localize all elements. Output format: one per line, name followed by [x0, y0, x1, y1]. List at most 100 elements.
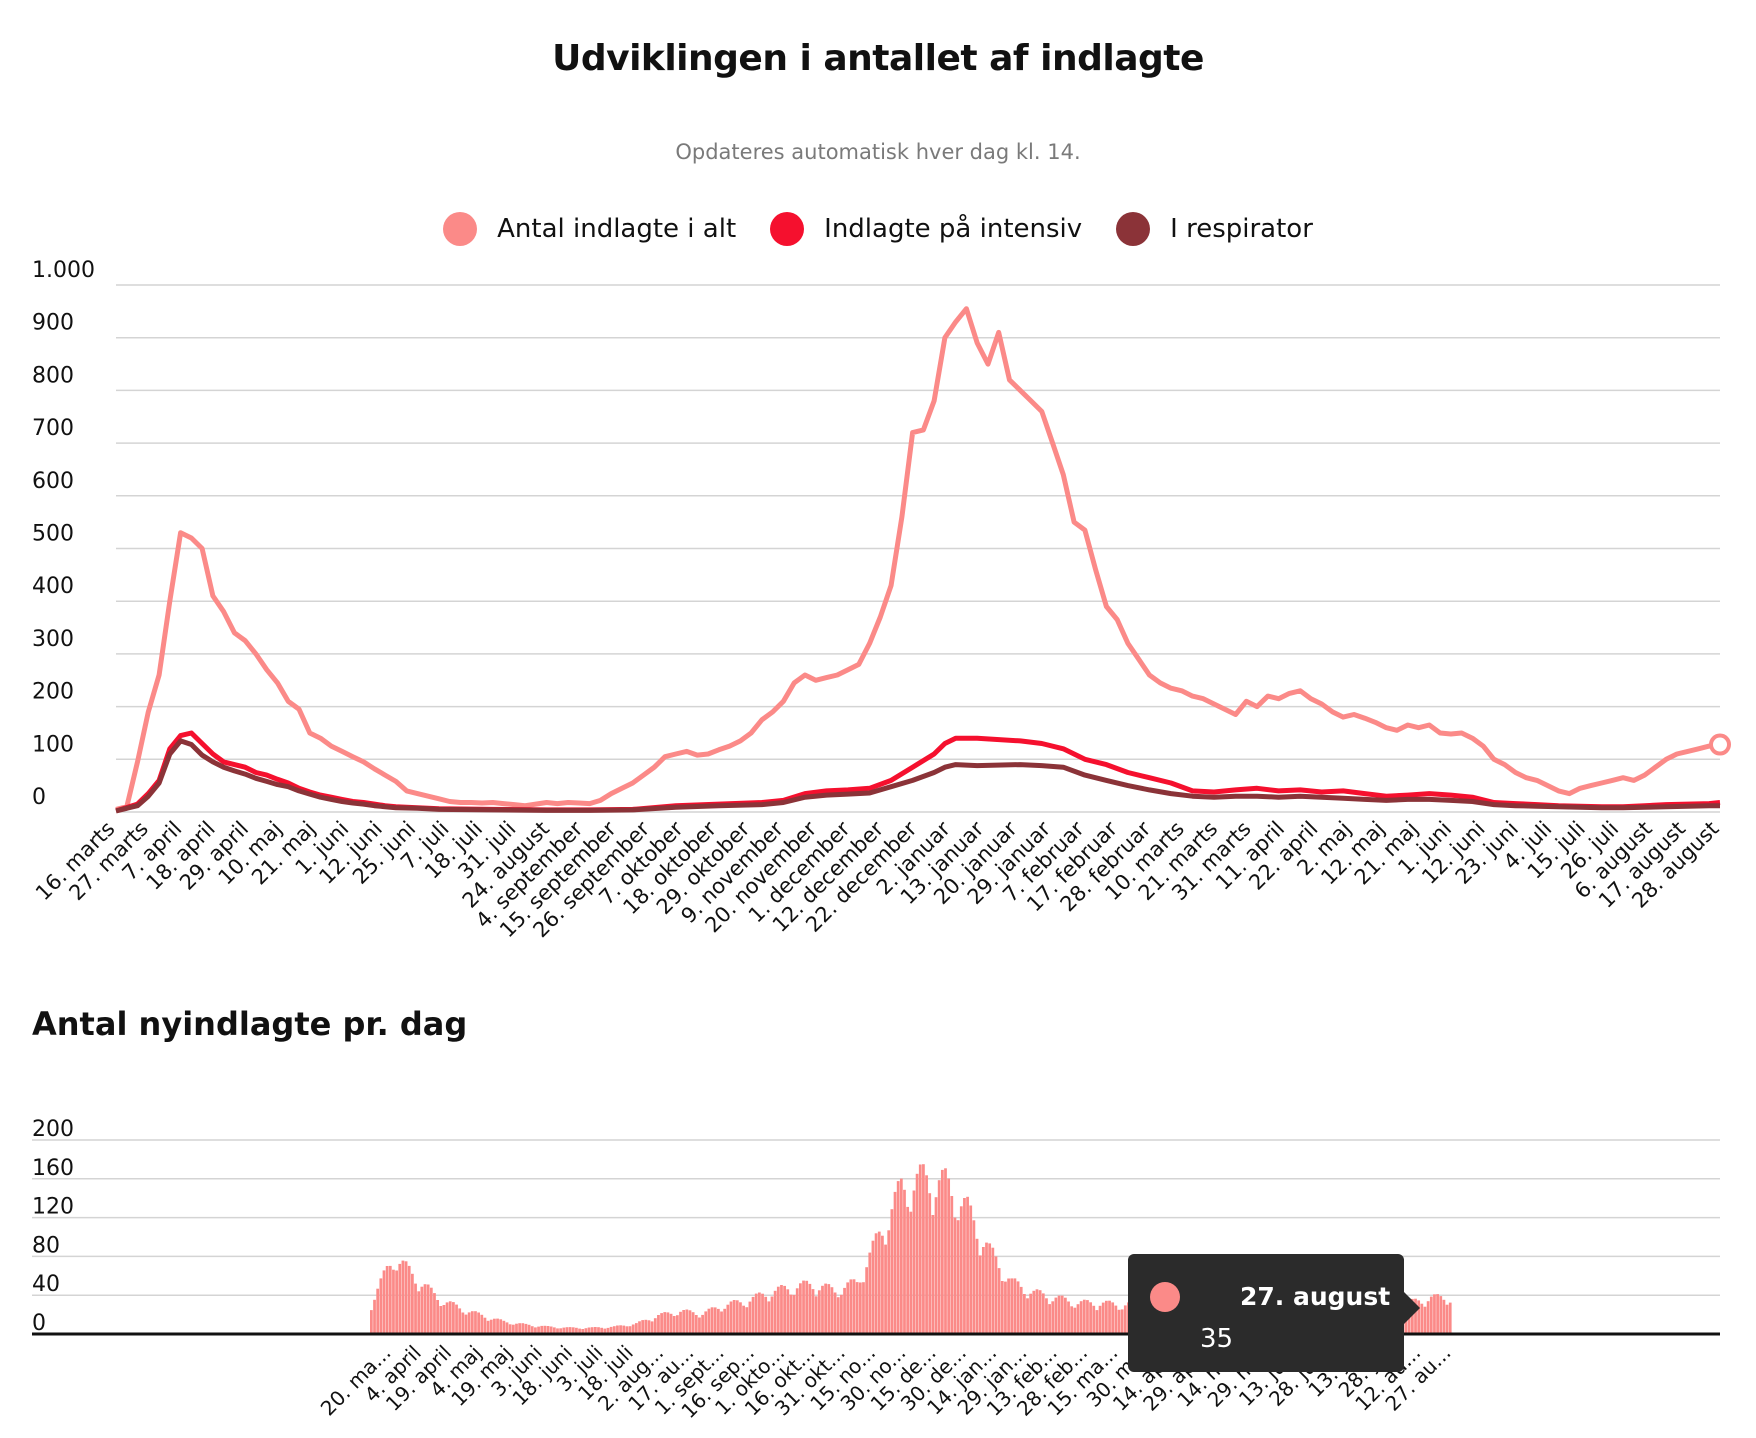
bar[interactable] [530, 1326, 534, 1334]
bar[interactable] [849, 1279, 853, 1334]
bar[interactable] [925, 1175, 928, 1334]
bar[interactable] [511, 1324, 515, 1334]
bar[interactable] [956, 1220, 960, 1334]
bar[interactable] [527, 1324, 531, 1334]
bar[interactable] [912, 1190, 916, 1335]
bar[interactable] [1026, 1298, 1029, 1334]
bar[interactable] [944, 1168, 947, 1334]
bar[interactable] [669, 1313, 673, 1334]
bar[interactable] [644, 1319, 648, 1334]
bar[interactable] [496, 1318, 499, 1334]
bar[interactable] [701, 1314, 704, 1334]
bar[interactable] [1063, 1297, 1067, 1334]
bar[interactable] [1092, 1305, 1096, 1334]
bar[interactable] [682, 1310, 686, 1334]
bar[interactable] [1420, 1303, 1424, 1334]
bar[interactable] [1019, 1286, 1023, 1334]
bar[interactable] [543, 1325, 547, 1334]
bar[interactable] [994, 1256, 998, 1334]
bar[interactable] [918, 1164, 922, 1335]
bar[interactable] [442, 1305, 446, 1334]
bar[interactable] [578, 1328, 581, 1334]
bar[interactable] [650, 1321, 654, 1334]
bar[interactable] [922, 1164, 925, 1334]
bar[interactable] [1439, 1296, 1443, 1334]
bar[interactable] [379, 1278, 383, 1334]
bar[interactable] [593, 1327, 597, 1334]
bar[interactable] [540, 1325, 544, 1334]
bar[interactable] [792, 1294, 796, 1334]
bar[interactable] [975, 1238, 979, 1334]
bar[interactable] [739, 1302, 742, 1334]
bar[interactable] [502, 1320, 506, 1334]
bar[interactable] [824, 1283, 827, 1334]
bar[interactable] [881, 1235, 884, 1334]
bar[interactable] [508, 1324, 512, 1334]
bar[interactable] [1029, 1293, 1033, 1334]
bar[interactable] [638, 1321, 641, 1334]
bar[interactable] [537, 1326, 540, 1334]
bar[interactable] [1423, 1306, 1427, 1334]
bar[interactable] [748, 1301, 752, 1334]
bar[interactable] [556, 1328, 559, 1334]
bar[interactable] [735, 1300, 739, 1334]
bar[interactable] [783, 1285, 786, 1334]
bar[interactable] [799, 1283, 802, 1334]
bar[interactable] [1070, 1306, 1074, 1334]
bar[interactable] [486, 1320, 490, 1334]
bar[interactable] [407, 1265, 411, 1334]
bar[interactable] [565, 1327, 569, 1334]
bar[interactable] [685, 1309, 689, 1335]
bar[interactable] [742, 1305, 745, 1334]
bar[interactable] [963, 1198, 966, 1334]
bar[interactable] [600, 1327, 604, 1334]
bar[interactable] [893, 1191, 897, 1334]
bar[interactable] [909, 1211, 913, 1334]
bar[interactable] [534, 1327, 537, 1334]
bar[interactable] [1054, 1297, 1058, 1334]
bar[interactable] [928, 1193, 932, 1334]
bar[interactable] [452, 1302, 455, 1334]
bar[interactable] [871, 1240, 875, 1334]
bar[interactable] [590, 1327, 594, 1334]
bar[interactable] [1098, 1305, 1102, 1334]
bar[interactable] [616, 1325, 619, 1335]
bar[interactable] [770, 1296, 774, 1335]
bar[interactable] [597, 1327, 600, 1334]
bar[interactable] [688, 1310, 692, 1334]
bar[interactable] [890, 1209, 894, 1334]
bar[interactable] [972, 1220, 976, 1334]
bar[interactable] [754, 1293, 758, 1334]
bar[interactable] [821, 1285, 824, 1334]
bar[interactable] [546, 1326, 550, 1334]
bar[interactable] [663, 1312, 667, 1334]
bar[interactable] [940, 1169, 944, 1334]
bar[interactable] [874, 1233, 878, 1334]
bar[interactable] [1120, 1309, 1124, 1334]
bar[interactable] [1060, 1295, 1064, 1334]
bar[interactable] [780, 1285, 783, 1334]
bar[interactable] [625, 1326, 629, 1334]
bar[interactable] [1433, 1294, 1436, 1334]
bar[interactable] [985, 1242, 988, 1334]
bar[interactable] [786, 1289, 790, 1334]
bar[interactable] [392, 1269, 395, 1334]
bar[interactable] [445, 1302, 449, 1334]
bar[interactable] [868, 1252, 872, 1334]
bar[interactable] [833, 1292, 837, 1335]
bar[interactable] [1123, 1305, 1127, 1334]
bar[interactable] [773, 1290, 777, 1334]
bar[interactable] [1013, 1278, 1017, 1334]
bar[interactable] [1445, 1304, 1449, 1334]
bar[interactable] [483, 1317, 487, 1334]
bar[interactable] [808, 1283, 812, 1334]
bar[interactable] [474, 1311, 477, 1334]
bar[interactable] [1022, 1294, 1026, 1334]
bar[interactable] [732, 1300, 736, 1334]
bar[interactable] [988, 1243, 992, 1334]
bar[interactable] [751, 1296, 755, 1334]
bar[interactable] [723, 1308, 727, 1334]
bar[interactable] [887, 1230, 891, 1334]
bar[interactable] [899, 1178, 903, 1334]
bar[interactable] [660, 1313, 663, 1334]
